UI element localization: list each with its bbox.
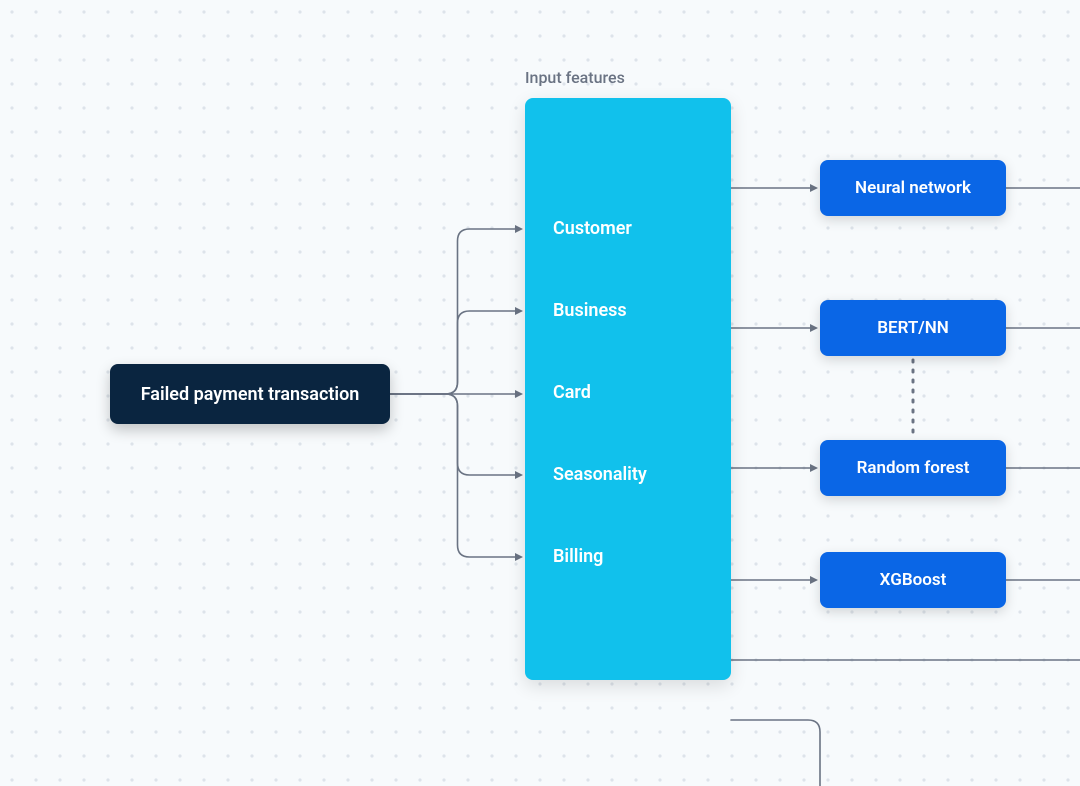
node-model: BERT/NN — [820, 300, 1006, 356]
feature-item: Billing — [525, 546, 603, 567]
node-model-label: Random forest — [857, 458, 970, 478]
feature-item: Business — [525, 300, 627, 321]
node-model-label: Neural network — [855, 178, 971, 198]
node-features: Customer Business Card Seasonality Billing — [525, 98, 731, 680]
node-model: Neural network — [820, 160, 1006, 216]
feature-item: Card — [525, 382, 591, 403]
section-label-input-features: Input features — [525, 68, 625, 87]
feature-item: Customer — [525, 218, 632, 239]
node-source-label: Failed payment transaction — [141, 384, 360, 405]
node-model-label: XGBoost — [880, 570, 947, 590]
node-model-label: BERT/NN — [877, 318, 949, 338]
diagram-stage: Input features Failed payment transactio… — [0, 0, 1080, 786]
node-model: Random forest — [820, 440, 1006, 496]
node-model: XGBoost — [820, 552, 1006, 608]
node-source: Failed payment transaction — [110, 364, 390, 424]
feature-item: Seasonality — [525, 464, 647, 485]
